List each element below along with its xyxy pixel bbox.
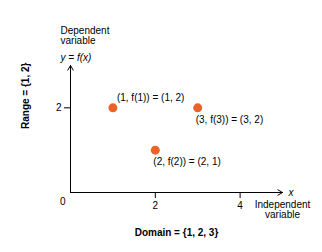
svg-text:2: 2 [153,200,159,211]
svg-text:y = f(x): y = f(x) [60,52,92,63]
svg-text:Domain = {1, 2, 3}: Domain = {1, 2, 3} [135,227,219,238]
svg-text:Dependentvariable: Dependentvariable [61,25,110,46]
svg-text:Independentvariable: Independentvariable [255,199,311,220]
svg-text:2: 2 [56,102,62,113]
svg-text:4: 4 [237,200,243,211]
svg-text:(2, f(2)) = (2, 1): (2, f(2)) = (2, 1) [153,156,221,167]
svg-text:Range = {1, 2}: Range = {1, 2} [20,62,31,129]
svg-text:0: 0 [60,196,66,207]
svg-text:(1, f(1)) = (1, 2): (1, f(1)) = (1, 2) [117,92,185,103]
svg-text:(3, f(3)) = (3, 2): (3, f(3)) = (3, 2) [196,114,264,125]
svg-text:x: x [288,187,295,198]
